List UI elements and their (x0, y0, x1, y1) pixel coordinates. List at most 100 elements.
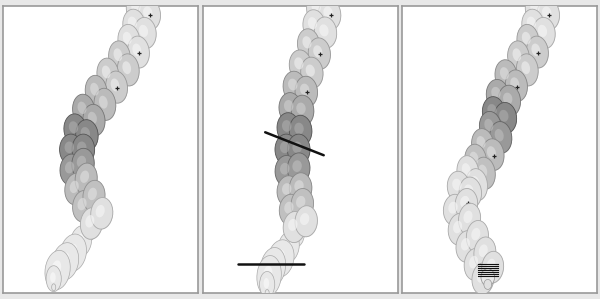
Ellipse shape (280, 163, 289, 175)
Ellipse shape (487, 104, 497, 116)
Ellipse shape (275, 134, 298, 165)
Ellipse shape (472, 129, 494, 161)
Ellipse shape (301, 57, 323, 88)
Ellipse shape (319, 24, 329, 36)
Ellipse shape (298, 29, 320, 60)
Ellipse shape (70, 181, 79, 193)
Ellipse shape (289, 50, 311, 81)
Ellipse shape (97, 59, 119, 91)
Ellipse shape (461, 238, 470, 251)
Ellipse shape (448, 202, 458, 213)
Ellipse shape (483, 97, 505, 128)
Ellipse shape (278, 231, 299, 263)
Ellipse shape (263, 266, 272, 282)
Ellipse shape (460, 196, 469, 208)
Ellipse shape (453, 221, 462, 233)
Ellipse shape (76, 120, 98, 151)
Ellipse shape (495, 60, 517, 91)
Ellipse shape (59, 134, 82, 165)
Ellipse shape (280, 195, 302, 226)
Ellipse shape (533, 18, 556, 49)
Ellipse shape (290, 51, 312, 82)
Ellipse shape (109, 41, 130, 73)
Ellipse shape (284, 100, 293, 112)
Ellipse shape (106, 71, 128, 104)
Ellipse shape (86, 76, 107, 108)
Ellipse shape (323, 7, 332, 19)
Ellipse shape (457, 156, 479, 188)
Ellipse shape (505, 70, 527, 101)
Ellipse shape (470, 152, 478, 164)
Ellipse shape (274, 249, 285, 264)
Ellipse shape (65, 173, 87, 205)
Ellipse shape (282, 120, 292, 132)
Ellipse shape (275, 155, 298, 186)
Ellipse shape (455, 189, 478, 220)
Ellipse shape (73, 191, 95, 222)
Ellipse shape (506, 70, 528, 102)
Ellipse shape (97, 58, 119, 90)
Ellipse shape (487, 146, 496, 159)
Ellipse shape (59, 252, 70, 267)
Ellipse shape (303, 10, 326, 42)
Ellipse shape (283, 71, 305, 102)
Ellipse shape (90, 83, 99, 96)
Ellipse shape (499, 86, 521, 117)
Ellipse shape (268, 240, 294, 277)
Ellipse shape (303, 10, 325, 41)
Ellipse shape (533, 17, 555, 49)
Ellipse shape (85, 215, 94, 228)
Ellipse shape (482, 139, 504, 170)
Ellipse shape (283, 72, 306, 103)
Ellipse shape (290, 116, 312, 147)
Ellipse shape (277, 113, 299, 144)
Ellipse shape (290, 173, 312, 204)
Ellipse shape (275, 135, 298, 165)
Ellipse shape (292, 230, 299, 239)
Ellipse shape (470, 176, 479, 189)
Ellipse shape (275, 156, 298, 187)
Ellipse shape (472, 129, 494, 160)
Ellipse shape (484, 119, 493, 131)
Ellipse shape (288, 79, 298, 91)
Ellipse shape (257, 256, 281, 296)
Ellipse shape (267, 257, 277, 273)
Ellipse shape (118, 54, 139, 86)
Ellipse shape (76, 120, 98, 151)
Ellipse shape (473, 157, 495, 189)
Ellipse shape (464, 184, 473, 196)
Ellipse shape (277, 176, 300, 207)
Ellipse shape (295, 77, 318, 108)
Ellipse shape (123, 9, 145, 40)
Ellipse shape (67, 244, 77, 258)
Ellipse shape (542, 7, 551, 19)
Ellipse shape (482, 252, 504, 284)
Ellipse shape (118, 54, 140, 86)
Ellipse shape (296, 103, 306, 114)
Ellipse shape (102, 65, 110, 78)
Ellipse shape (283, 239, 292, 252)
Ellipse shape (83, 105, 106, 136)
Ellipse shape (294, 123, 304, 135)
Ellipse shape (313, 45, 322, 58)
Ellipse shape (110, 78, 119, 91)
Ellipse shape (73, 94, 95, 126)
Ellipse shape (474, 158, 496, 190)
Ellipse shape (95, 205, 105, 217)
Ellipse shape (512, 48, 521, 61)
Ellipse shape (452, 179, 461, 190)
Ellipse shape (300, 213, 309, 225)
Ellipse shape (296, 196, 305, 208)
Ellipse shape (291, 95, 314, 126)
Ellipse shape (283, 211, 305, 242)
Ellipse shape (73, 135, 95, 165)
Ellipse shape (479, 244, 488, 257)
Ellipse shape (466, 169, 487, 201)
Ellipse shape (77, 141, 86, 153)
Ellipse shape (301, 58, 323, 89)
Ellipse shape (443, 194, 466, 225)
Ellipse shape (295, 206, 317, 237)
Ellipse shape (500, 67, 509, 80)
Ellipse shape (482, 251, 503, 283)
Ellipse shape (85, 224, 91, 233)
